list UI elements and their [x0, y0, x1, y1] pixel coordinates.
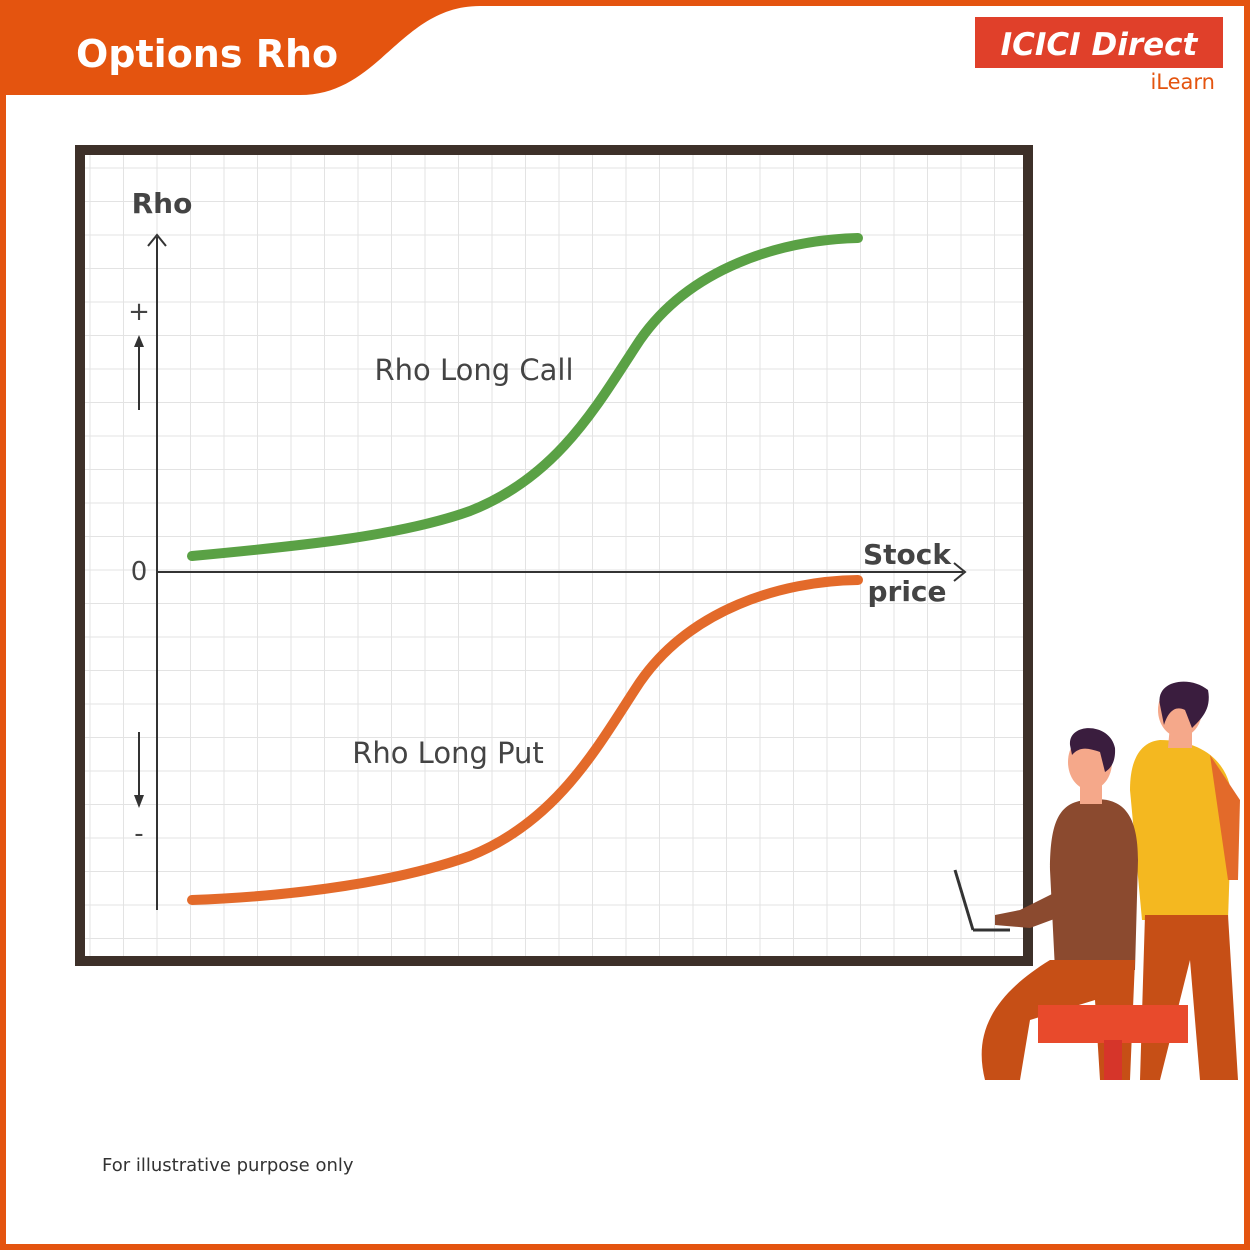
header-band	[0, 0, 1250, 95]
down-arrow-head	[134, 795, 144, 808]
illustration	[953, 681, 1240, 1080]
put-curve	[187, 575, 863, 905]
x-axis-arrow	[953, 562, 967, 582]
sub-brand: iLearn	[1150, 70, 1215, 94]
call-curve	[187, 233, 863, 561]
brand-name: ICICI Direct	[1001, 27, 1199, 63]
minus-sign: -	[134, 819, 143, 849]
footer-note: For illustrative purpose only	[102, 1155, 354, 1176]
curve-label: Rho Long Put	[352, 736, 544, 770]
y-axis-label: Rho	[132, 187, 193, 220]
curve-label: Rho Long Call	[374, 353, 573, 387]
zero-label: 0	[131, 557, 148, 587]
plus-sign: +	[128, 297, 150, 327]
x-axis-label: price	[867, 575, 946, 608]
y-axis-arrow	[147, 233, 167, 247]
up-arrow-head	[134, 335, 144, 347]
grid	[85, 155, 1023, 956]
x-axis-label: Stock	[863, 538, 952, 571]
brand-logo	[975, 17, 1223, 68]
title: Options Rho	[76, 32, 338, 76]
